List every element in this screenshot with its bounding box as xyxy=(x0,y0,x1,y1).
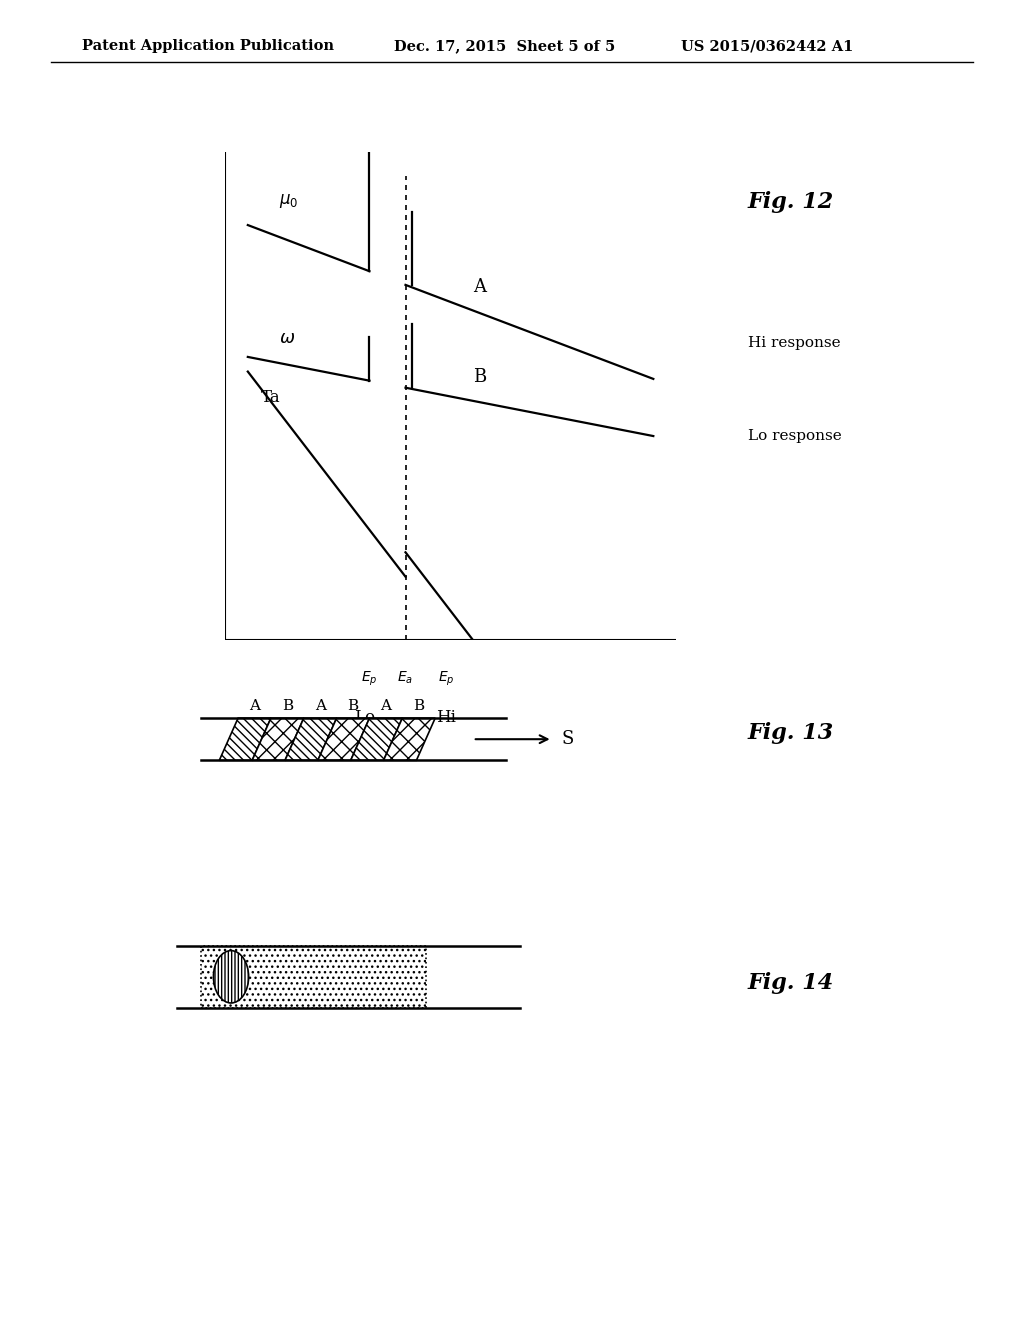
Text: S: S xyxy=(562,730,574,748)
Text: Lo: Lo xyxy=(354,709,376,726)
Text: B: B xyxy=(347,698,358,713)
Polygon shape xyxy=(252,718,304,760)
Text: Dec. 17, 2015  Sheet 5 of 5: Dec. 17, 2015 Sheet 5 of 5 xyxy=(394,40,615,53)
Ellipse shape xyxy=(213,950,249,1003)
Text: Fig. 13: Fig. 13 xyxy=(748,722,834,743)
Text: $E_p$: $E_p$ xyxy=(361,669,378,688)
Text: B: B xyxy=(414,698,424,713)
Bar xyxy=(201,946,426,1007)
Polygon shape xyxy=(317,718,370,760)
Text: $\omega$: $\omega$ xyxy=(280,329,296,347)
Text: Patent Application Publication: Patent Application Publication xyxy=(82,40,334,53)
Text: B: B xyxy=(282,698,293,713)
Text: A: A xyxy=(473,279,486,296)
Polygon shape xyxy=(285,718,337,760)
Text: Ta: Ta xyxy=(261,389,281,405)
Text: Hi response: Hi response xyxy=(748,337,840,350)
Text: A: A xyxy=(314,698,326,713)
Text: Hi: Hi xyxy=(436,709,456,726)
Text: US 2015/0362442 A1: US 2015/0362442 A1 xyxy=(681,40,853,53)
Text: Lo response: Lo response xyxy=(748,429,842,442)
Text: $E_p$: $E_p$ xyxy=(438,669,455,688)
Polygon shape xyxy=(350,718,402,760)
Text: Fig. 14: Fig. 14 xyxy=(748,973,834,994)
Text: $E_a$: $E_a$ xyxy=(397,669,414,686)
Text: B: B xyxy=(473,368,486,387)
Text: A: A xyxy=(381,698,391,713)
Polygon shape xyxy=(384,718,435,760)
Text: A: A xyxy=(249,698,260,713)
Text: $\mu_0$: $\mu_0$ xyxy=(280,193,299,210)
Text: Fig. 12: Fig. 12 xyxy=(748,191,834,214)
Polygon shape xyxy=(219,718,271,760)
